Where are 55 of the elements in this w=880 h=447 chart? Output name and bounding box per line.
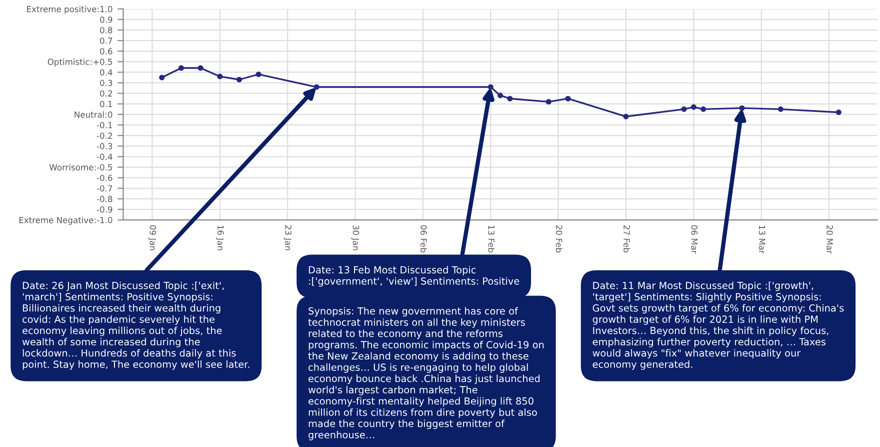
- point: [739, 105, 745, 111]
- point: [159, 74, 165, 80]
- point: [314, 84, 320, 90]
- x-tick-label: 06 Mar: [691, 225, 698, 254]
- y-tick-label: 0.4: [100, 69, 112, 76]
- point: [546, 98, 552, 105]
- point: [236, 76, 242, 82]
- point: [623, 114, 629, 120]
- y-tick-label: Optimistic:+0.5: [48, 58, 112, 67]
- text: Synopsis: The new government has core of technocrat ministers on all the key ministers related to the economy and the reforms programs. The economic impacts of Covid-19 on the New Zealand economy is adding to these challenges… US is re-engaging to help global economy bounce back .China has just launched world's largest carbon market; The economy-first mentality helped Beijing lift 850 million of its citizens from dire poverty but also made the country the biggest emitter of greenhouse…: [308, 307, 544, 440]
- x-tick-label: 23 Jan: [284, 225, 292, 250]
- x-tick-label: 20 Mar: [826, 225, 833, 254]
- x-tick-label: 30 Jan: [351, 225, 360, 250]
- y-tick-label: Worrisome:-0.5: [49, 164, 112, 170]
- x-tick-label: 13 Mar: [758, 226, 766, 254]
- y-tick-label: -0.7: [96, 185, 112, 192]
- annotation: Date: 11 Mar Most Discussed Topic :['growth', 'target'] Sentiments: Slightly Positive Synopsis: Govt sets growth target of 6% for economy: China's growth target of 6% for 2021 is in line with PM Investors… Beyond this, the shift in policy focus, emphasizing further poverty reduction, … Taxes would always "fix" whatever inequality our economy generated.: [592, 282, 844, 370]
- y-tick-label: Extreme positive:1.0: [27, 6, 112, 14]
- y-tick-label: -0.6: [96, 174, 112, 182]
- y-tick-label: Extreme Negative:-1.0: [19, 216, 112, 225]
- point: [178, 65, 184, 71]
- annotation: Date: 13 Feb Most Discussed Topic :['government', 'view'] Sentiments: Positive: [308, 266, 520, 287]
- y-tick-label: -0.9: [96, 206, 112, 213]
- point: [507, 96, 513, 102]
- y-tick-label: 0.9: [100, 16, 112, 23]
- y-tick-label: 0.3: [100, 80, 112, 86]
- y-tick-label: -0.2: [96, 132, 112, 139]
- x-tick-label: 06 Feb: [420, 225, 427, 252]
- y-tick-label: -0.3: [96, 143, 112, 150]
- point: [217, 74, 223, 80]
- y-tick-label: 0.7: [100, 38, 112, 44]
- y-tick-label: 0.6: [100, 48, 112, 54]
- x-tick-label: 20 Feb: [556, 225, 562, 252]
- y-tick-label: Neutral:0: [74, 111, 112, 118]
- x-tick-label: 16 Jan: [216, 226, 224, 250]
- point: [565, 96, 571, 102]
- point: [256, 72, 262, 78]
- point: [836, 110, 842, 116]
- y-tick-label: -0.8: [96, 196, 112, 202]
- x-tick-label: 13 Feb: [488, 226, 495, 252]
- y-tick-label: 0.2: [100, 90, 112, 97]
- point: [700, 106, 706, 112]
- point: [488, 84, 494, 90]
- point: [778, 106, 784, 112]
- point: [681, 106, 687, 112]
- annotation: Date: 26 Jan Most Discussed Topic :['exit', 'march'] Sentiments: Positive Synopsis: Billionaires increased their wealth during covid: As the pandemic severely hit the economy leaving millions out of jobs, the wealth of some increased during the lockdown… Hundreds of deaths daily at this point. Stay home, The economy we'll see later.: [22, 282, 250, 370]
- point: [198, 65, 204, 71]
- y-tick-label: 0.8: [100, 27, 112, 34]
- y-tick-label: -0.1: [96, 122, 112, 128]
- x-tick-label: 09 Jan: [148, 225, 156, 250]
- y-tick-label: -0.4: [96, 154, 112, 160]
- point: [498, 92, 504, 98]
- y-tick-label: 0.1: [100, 100, 112, 108]
- point: [690, 104, 696, 110]
- x-tick-label: 27 Feb: [624, 225, 630, 252]
